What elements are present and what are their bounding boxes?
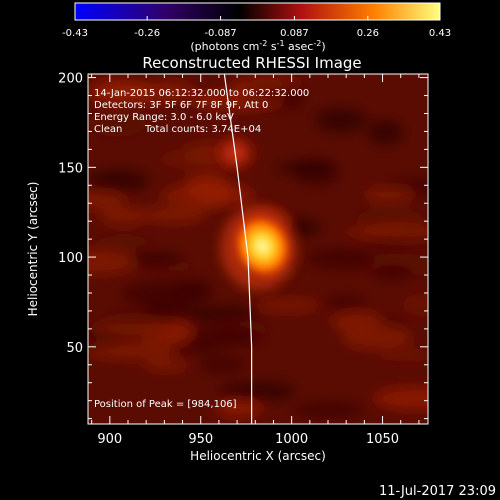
noise-blob (199, 355, 246, 374)
x-axis-label: Heliocentric X (arcsec) (190, 449, 326, 463)
noise-blob (219, 381, 296, 401)
annotation-peak-position: Position of Peak = [984,106] (94, 399, 237, 410)
axis-ticks (88, 74, 428, 424)
noise-blob (371, 265, 413, 281)
colorbar-tick-label: -0.43 (62, 28, 88, 39)
noise-blob (373, 386, 428, 411)
noise-blob (88, 110, 147, 137)
x-tick-label: 950 (188, 432, 213, 447)
y-tick-labels: 50 100 150 200 (58, 72, 83, 356)
colorbar: -0.43 -0.26 -0.087 0.087 0.26 0.43 (photons c… (62, 2, 451, 53)
noise-blob (367, 119, 404, 146)
noise-blob (88, 190, 126, 210)
noise-blob (364, 186, 416, 203)
noise-blob (88, 249, 139, 275)
noise-blob (92, 89, 140, 107)
date-stamp: 11-Jul-2017 23:09 (379, 484, 496, 499)
colorbar-tick-label: -0.087 (204, 28, 236, 39)
colorbar-tick-label: 0.43 (429, 28, 451, 39)
y-tick-label: 200 (58, 72, 83, 87)
y-tick-label: 50 (66, 341, 83, 356)
annotation-time-range: 14-Jan-2015 06:12:32.000 to 06:22:32.000 (94, 88, 309, 99)
colorbar-ticks (74, 16, 441, 20)
x-tick-label: 1000 (275, 432, 308, 447)
annotations: 14-Jan-2015 06:12:32.000 to 06:22:32.000… (94, 88, 309, 410)
noise-blob (239, 85, 304, 100)
y-axis-label: Heliocentric Y (arcsec) (26, 182, 40, 317)
colorbar-tick-label: 0.26 (357, 28, 379, 39)
noise-blob (179, 326, 263, 347)
image-area (88, 74, 428, 424)
noise-blob (358, 221, 428, 241)
noise-blob (173, 278, 214, 301)
x-tick-labels: 900 950 1000 1050 (97, 432, 399, 447)
colorbar-tick-label: 0.087 (280, 28, 309, 39)
noise-blob (88, 343, 176, 360)
annotation-energy: Energy Range: 3.0 - 6.0 keV (94, 112, 234, 123)
colorbar-tick-labels: -0.43 -0.26 -0.087 0.087 0.26 0.43 (62, 28, 451, 39)
noise-blob (323, 294, 369, 311)
noise-blob (306, 247, 375, 270)
plot-frame (87, 73, 429, 425)
noise-blob (159, 148, 227, 170)
noise-blob (292, 401, 366, 420)
noise-blob (215, 399, 263, 418)
noise-blob (160, 182, 255, 208)
noise-blob (107, 74, 181, 82)
noise-blob (88, 169, 149, 193)
colorbar-gradient (74, 2, 441, 21)
y-tick-label: 150 (58, 161, 83, 176)
noise-blob (402, 293, 428, 317)
x-tick-label: 900 (97, 432, 122, 447)
colorbar-units: (photons cm-2 s-1 asec-2) (190, 39, 325, 53)
noise-blob (181, 305, 262, 323)
noise-blob (341, 323, 412, 351)
noise-blob (254, 298, 321, 313)
x-tick-label: 1050 (366, 432, 399, 447)
noise-blob (128, 252, 184, 265)
noise-blob (94, 235, 156, 248)
peak-source (231, 212, 294, 280)
noise-blob (314, 108, 367, 133)
noise-blob (139, 206, 207, 224)
solar-limb-curve (223, 74, 253, 424)
noise-blob (276, 161, 335, 175)
noise-blob (379, 348, 428, 362)
annotation-counts: Total counts: 3.74E+04 (144, 124, 261, 135)
colorbar-tick-label: -0.26 (134, 28, 160, 39)
noise-blob (97, 313, 170, 342)
noise-blob (98, 206, 149, 225)
noise-blob (143, 358, 190, 371)
annotation-detectors: Detectors: 3F 5F 6F 7F 8F 9F, Att 0 (94, 100, 268, 111)
annotation-method: Clean (94, 124, 122, 135)
chart-title: Reconstructed RHESSI Image (142, 54, 361, 72)
background-noise (88, 74, 428, 420)
y-tick-label: 100 (58, 251, 83, 266)
